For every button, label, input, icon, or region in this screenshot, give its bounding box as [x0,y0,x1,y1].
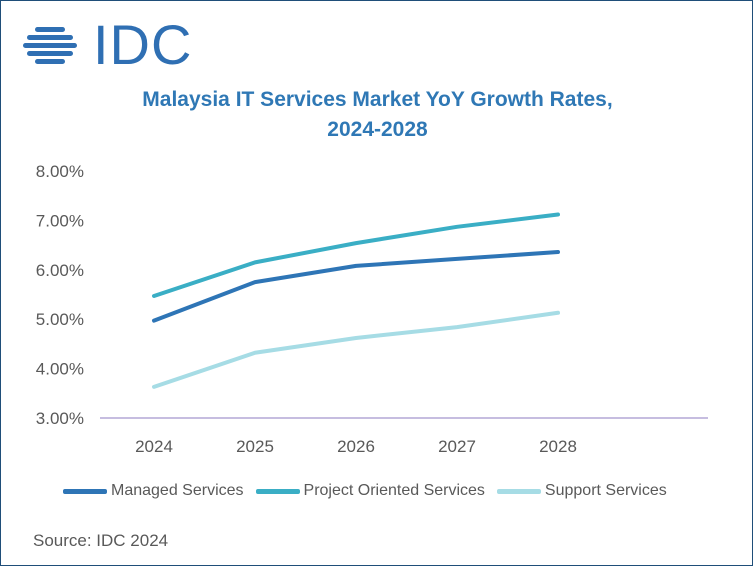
y-tick-label: 3.00% [36,409,84,428]
x-tick-label: 2026 [337,437,375,456]
source-note: Source: IDC 2024 [33,531,169,550]
legend-label: Managed Services [111,482,244,499]
x-tick-label: 2027 [438,437,476,456]
y-tick-label: 4.00% [36,360,84,379]
legend-item-managed: Managed Services [63,482,244,500]
legend-label: Project Oriented Services [303,482,485,499]
legend-swatch [255,488,300,494]
x-tick-label: 2028 [539,437,577,456]
y-tick-label: 8.00% [36,162,84,181]
chart-title: Malaysia IT Services Market YoY Growth R… [1,85,753,145]
series-line-1 [152,250,560,323]
idc-logo: IDC [21,15,191,75]
globe-lines-icon [23,27,77,64]
legend-swatch [496,488,541,494]
legend-swatch [63,488,107,494]
chart-title-line-1: Malaysia IT Services Market YoY Growth R… [142,88,613,111]
y-tick-label: 5.00% [36,310,84,329]
legend-item-support: Support Services [496,482,667,500]
legend-label: Support Services [544,482,667,499]
x-tick-label: 2024 [135,437,173,456]
x-tick-label: 2025 [236,437,274,456]
logo-text: IDC [93,13,193,76]
series-line-2 [152,212,560,298]
y-tick-label: 7.00% [36,211,84,230]
chart-title-line-2: 2024-2028 [327,118,428,141]
chart-legend: Managed Services Project Oriented Servic… [63,479,723,503]
series-line-3 [152,310,560,389]
legend-item-project: Project Oriented Services [255,482,485,500]
y-tick-label: 6.00% [36,261,84,280]
